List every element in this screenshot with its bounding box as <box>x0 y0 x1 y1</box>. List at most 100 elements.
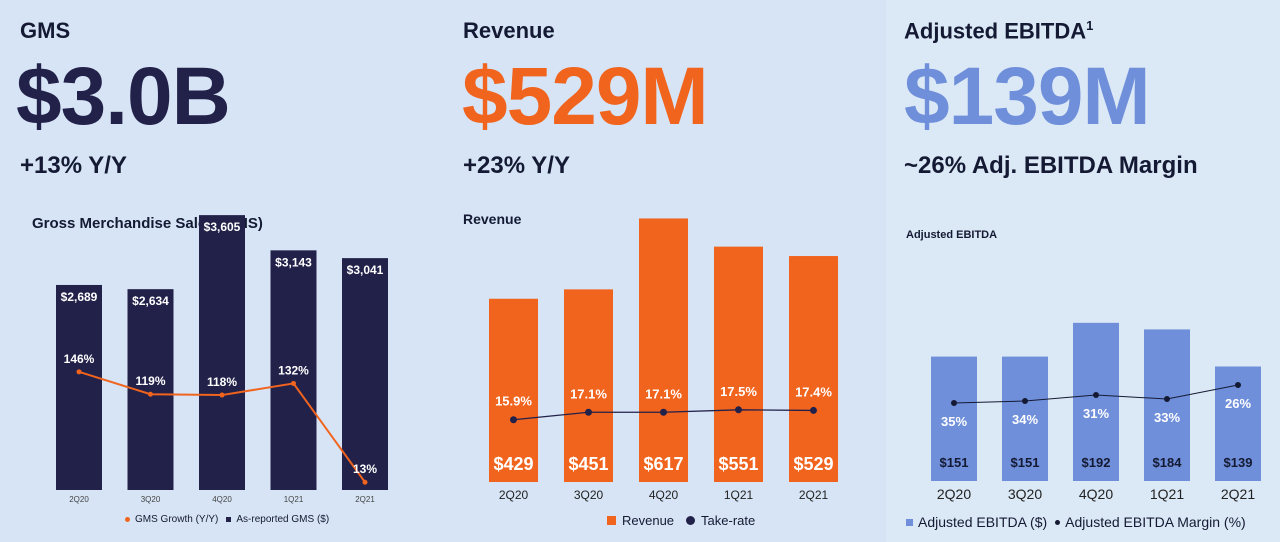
gms-bar-2Q20 <box>56 284 102 490</box>
ebitda-bar-3Q20 <box>1002 356 1048 481</box>
gms-line-label: 118% <box>207 375 237 389</box>
ebitda-bar-label: $192 <box>1082 455 1111 470</box>
gms-line-label: 119% <box>135 374 165 388</box>
revenue-kpi-label: Revenue <box>463 18 555 43</box>
ebitda-chart-title: Adjusted EBITDA <box>906 229 998 241</box>
gms-line-label: 146% <box>64 352 95 366</box>
revenue-legend-revenue-label: Revenue <box>622 513 675 528</box>
ebitda-legend-ebitda-label: Adjusted EBITDA ($) <box>918 514 1048 530</box>
revenue-bar-label: $617 <box>643 454 683 474</box>
blue-square-icon <box>906 518 913 526</box>
revenue-line-label: 17.4% <box>795 384 832 399</box>
navy-dot-icon <box>686 516 696 525</box>
gms-line-point <box>219 392 225 398</box>
revenue-line-point <box>810 406 817 414</box>
ebitda-footnote-marker: 1 <box>1086 18 1094 33</box>
revenue-line-label: 17.5% <box>720 384 757 399</box>
gms-bar-4Q20 <box>199 215 245 490</box>
ebitda-bar-label: $139 <box>1224 455 1253 470</box>
revenue-bar-label: $451 <box>568 454 608 474</box>
ebitda-panel: Adjusted EBITDA1 $139M ~26% Adj. EBITDA … <box>886 0 1280 542</box>
ebitda-kpi-margin: ~26% Adj. EBITDA Margin <box>904 152 1198 179</box>
revenue-x-tick: 2Q21 <box>799 488 829 502</box>
ebitda-bar-label: $151 <box>1011 455 1040 470</box>
revenue-line-label: 17.1% <box>645 386 682 401</box>
gms-x-tick: 3Q20 <box>141 495 161 504</box>
ebitda-bar-2Q20 <box>931 356 977 481</box>
revenue-line-point <box>510 416 517 424</box>
ebitda-line-point <box>1093 392 1099 398</box>
gms-kpi-value: $3.0B <box>16 51 231 142</box>
gms-x-tick: 1Q21 <box>284 495 304 504</box>
gms-x-tick: 4Q20 <box>212 495 232 504</box>
gms-bar-label: $3,041 <box>347 263 384 277</box>
gms-line-label: 13% <box>353 462 377 476</box>
ebitda-kpi-value: $139M <box>904 51 1151 142</box>
revenue-chart-title: Revenue <box>463 211 522 227</box>
ebitda-line-point <box>1164 396 1170 402</box>
gms-x-tick: 2Q20 <box>69 495 89 504</box>
ebitda-line-label: 33% <box>1154 410 1180 425</box>
gms-bar-1Q21 <box>270 250 317 490</box>
ebitda-line-point <box>951 400 957 406</box>
revenue-legend-takerate: Take-rate <box>686 513 755 528</box>
revenue-chart: $429 2Q20 $451 3Q20 $617 4Q20 $551 1Q21 $529 2Q21… <box>489 218 838 502</box>
ebitda-line-label: 34% <box>1012 412 1038 427</box>
ebitda-x-tick: 2Q21 <box>1221 486 1255 502</box>
ebitda-x-tick: 2Q20 <box>937 486 971 502</box>
orange-square-icon <box>607 516 616 525</box>
revenue-panel: Revenue $529M +23% Y/Y Revenue $429 2Q20 $… <box>440 0 886 542</box>
ebitda-legend-ebitda: Adjusted EBITDA ($) <box>906 514 1047 530</box>
ebitda-legend: Adjusted EBITDA ($) Adjusted EBITDA Marg… <box>906 514 1246 530</box>
ebitda-line-label: 31% <box>1083 406 1109 421</box>
revenue-x-tick: 2Q20 <box>499 488 529 502</box>
gms-line-label: 132% <box>278 363 309 377</box>
revenue-bar-2Q20 <box>489 298 538 482</box>
gms-kpi-label: GMS <box>20 18 71 43</box>
revenue-legend-revenue: Revenue <box>607 513 674 528</box>
gms-bar-label: $3,143 <box>275 255 312 269</box>
ebitda-bar-4Q20 <box>1073 322 1119 481</box>
gms-bar-2Q21 <box>342 258 388 490</box>
revenue-x-tick: 3Q20 <box>574 488 604 502</box>
gms-kpi-growth: +13% Y/Y <box>20 152 127 179</box>
ebitda-line-label: 35% <box>941 414 967 429</box>
gms-panel: GMS $3.0B +13% Y/Y Gross Merchandise Sal… <box>0 0 440 542</box>
gms-chart: $2,689 2Q20 $2,634 3Q20 $3,605 4Q20 $3,143 1Q21… <box>56 215 388 504</box>
ebitda-legend-margin-label: Adjusted EBITDA Margin (%) <box>1065 514 1246 530</box>
ebitda-x-tick: 1Q21 <box>1150 486 1184 502</box>
revenue-line-point <box>735 406 742 414</box>
revenue-bar-3Q20 <box>564 289 613 482</box>
gms-legend-growth-label: GMS Growth (Y/Y) <box>135 514 219 525</box>
ebitda-bar-label: $151 <box>940 455 969 470</box>
ebitda-line-point <box>1235 382 1241 388</box>
gms-legend-gms: As-reported GMS ($) <box>226 514 329 525</box>
ebitda-legend-margin: Adjusted EBITDA Margin (%) <box>1055 514 1246 530</box>
revenue-bar-label: $429 <box>493 454 533 474</box>
revenue-bar-4Q20 <box>639 218 688 482</box>
black-dot-icon <box>1055 519 1061 525</box>
revenue-kpi-growth: +23% Y/Y <box>463 152 570 179</box>
ebitda-line-point <box>1022 398 1028 404</box>
revenue-kpi-value: $529M <box>462 51 709 142</box>
revenue-line-label: 17.1% <box>570 386 607 401</box>
orange-dot-icon <box>125 517 130 522</box>
revenue-line-label: 15.9% <box>495 394 532 409</box>
revenue-bar-label: $551 <box>718 454 758 474</box>
ebitda-kpi-label-text: Adjusted EBITDA <box>904 18 1087 44</box>
revenue-bar-label: $529 <box>793 454 833 474</box>
ebitda-bar-1Q21 <box>1144 329 1190 481</box>
revenue-bar-2Q21 <box>789 256 838 482</box>
ebitda-chart: $151 2Q20 $151 3Q20 $192 4Q20 $184 1Q21 $139 2Q21… <box>931 322 1261 502</box>
ebitda-x-tick: 4Q20 <box>1079 486 1113 502</box>
gms-line-point <box>148 391 153 397</box>
navy-square-icon <box>226 517 232 522</box>
revenue-x-tick: 1Q21 <box>724 488 754 502</box>
gms-bar-label: $2,634 <box>132 294 169 308</box>
gms-legend-growth: GMS Growth (Y/Y) <box>125 514 218 525</box>
revenue-bar-1Q21 <box>714 246 763 482</box>
gms-bar-label: $3,605 <box>204 220 241 234</box>
gms-bar-label: $2,689 <box>61 290 98 304</box>
ebitda-bar-label: $184 <box>1153 455 1183 470</box>
revenue-line-point <box>585 408 592 416</box>
